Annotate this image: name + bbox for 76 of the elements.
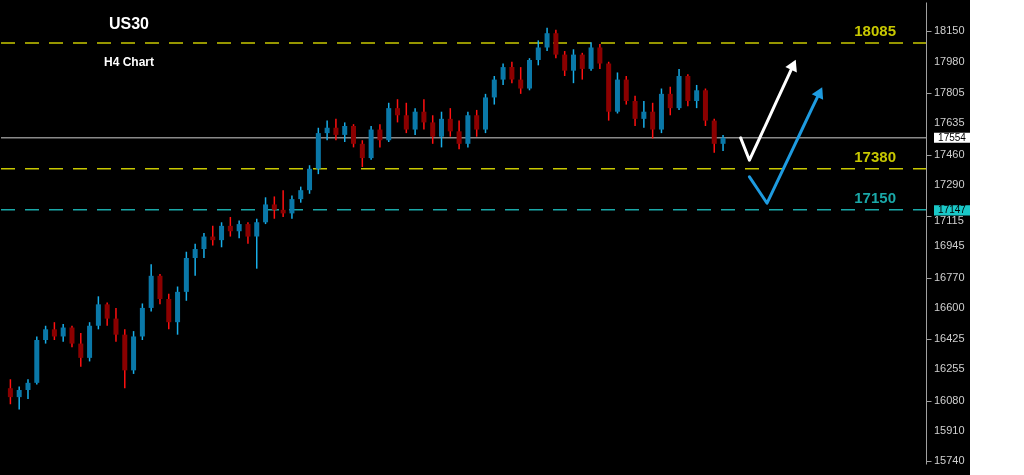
candlestick — [553, 28, 559, 59]
candlestick — [16, 385, 22, 411]
candlestick — [447, 107, 453, 138]
y-tick-label: 16425 — [934, 332, 965, 345]
candlestick — [570, 48, 576, 84]
candlestick — [263, 196, 269, 225]
candlestick — [289, 194, 295, 220]
candlestick — [632, 94, 638, 127]
ref-line-label: 17380 — [854, 147, 896, 165]
candlestick — [25, 378, 31, 400]
candlestick — [412, 107, 418, 136]
candlestick — [104, 301, 110, 327]
candlestick — [623, 75, 629, 106]
y-tick-label: 15910 — [934, 424, 965, 436]
candlestick — [579, 52, 585, 81]
y-tick-label: 16080 — [934, 393, 965, 406]
candlestick — [342, 121, 348, 143]
candlestick — [245, 221, 251, 245]
candlestick — [694, 84, 700, 109]
candlestick — [359, 139, 365, 168]
y-tick-label: 17980 — [934, 54, 965, 67]
candlestick — [157, 273, 163, 306]
y-tick-label: 18150 — [934, 24, 965, 37]
y-tick-label: 17635 — [934, 116, 965, 129]
y-tick-label: 16600 — [934, 300, 965, 313]
text: 17147 — [938, 204, 967, 216]
candlestick — [307, 164, 313, 195]
candlestick — [535, 39, 541, 67]
candlestick — [324, 119, 330, 141]
y-tick-label: 15740 — [934, 454, 965, 467]
candlestick — [597, 43, 603, 70]
candlestick — [69, 325, 75, 348]
candlestick — [439, 110, 444, 149]
candlestick — [544, 27, 550, 52]
candlestick — [667, 85, 673, 117]
y-tick-label: 16255 — [934, 362, 965, 375]
candlestick — [333, 118, 339, 141]
candlestick — [166, 292, 172, 331]
y-tick-label: 17115 — [934, 214, 964, 227]
candlestick — [201, 232, 207, 259]
ref-line-label: 17554 — [938, 131, 967, 143]
candlestick — [474, 109, 480, 138]
candlestick — [227, 216, 233, 238]
y-tick-label: 17805 — [934, 85, 965, 98]
candlestick — [509, 61, 515, 84]
candlestick — [95, 295, 101, 331]
y-tick-label: 17290 — [934, 177, 965, 190]
candlestick — [500, 62, 506, 86]
ref-line-label: 17150 — [854, 188, 896, 206]
text: US30 — [108, 15, 150, 32]
candlestick — [377, 123, 383, 149]
text: H4 Chart — [103, 55, 155, 69]
candlestick — [518, 66, 524, 95]
candlestick — [403, 102, 409, 134]
candlestick — [650, 102, 656, 140]
candlestick — [588, 41, 594, 72]
candlestick — [271, 195, 277, 220]
candlestick — [491, 75, 497, 106]
candlestick — [641, 100, 647, 129]
y-tick-label: 16770 — [934, 270, 965, 283]
candlestick — [192, 242, 198, 277]
candlestick — [562, 50, 568, 77]
candlestick — [113, 307, 119, 343]
candlestick — [456, 119, 462, 150]
candlestick — [78, 332, 84, 368]
candlestick — [7, 378, 13, 405]
ref-line-label: 18085 — [854, 22, 896, 40]
candlestick — [421, 98, 427, 131]
y-tick-label: 16945 — [934, 239, 965, 252]
candlestick — [351, 123, 357, 149]
y-tick-label: 17460 — [934, 147, 965, 160]
candlestick — [430, 114, 436, 145]
candlestick — [219, 221, 225, 249]
candlestick — [254, 217, 260, 270]
candlestick — [711, 118, 717, 154]
candlestick — [395, 98, 401, 124]
